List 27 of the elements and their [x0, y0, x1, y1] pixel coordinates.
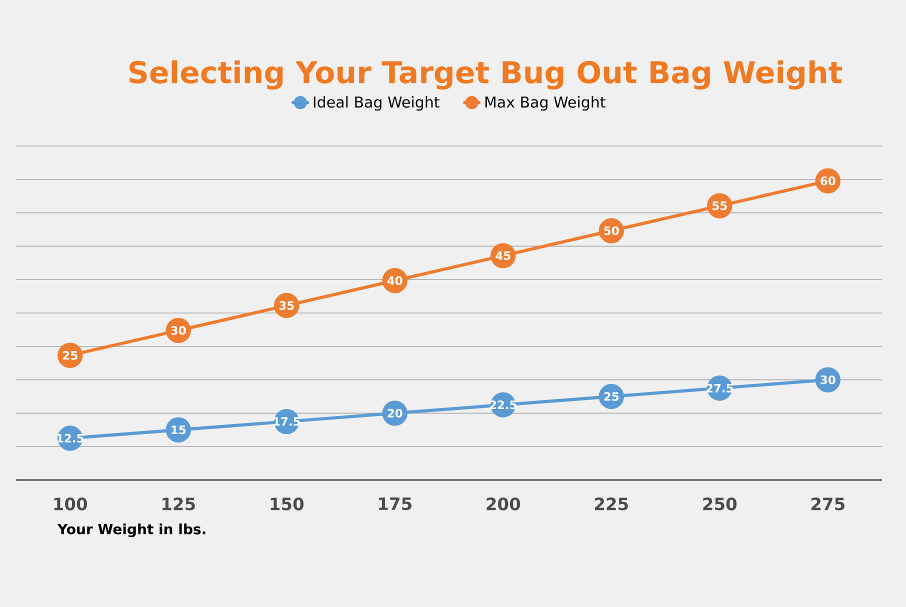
data-label: 55	[712, 202, 727, 210]
x-tick-label: 275	[811, 498, 844, 510]
data-label: 27.5	[706, 384, 734, 392]
data-label: 50	[604, 226, 619, 236]
data-label: 45	[496, 251, 510, 260]
data-label: 30	[820, 375, 836, 384]
data-label: 25	[63, 351, 78, 360]
x-tick-label: 100	[54, 498, 88, 510]
data-label: 35	[279, 301, 294, 310]
data-label: 60	[820, 176, 836, 186]
x-axis-title: Your Weight in lbs.	[57, 524, 206, 538]
data-label: 15	[172, 426, 186, 434]
x-tick-label: 125	[162, 498, 195, 510]
x-tick-label: 225	[594, 498, 628, 510]
data-label: 30	[171, 326, 186, 335]
data-label: 20	[388, 408, 402, 418]
data-label: 17.5	[274, 417, 300, 426]
data-label: 25	[604, 392, 619, 401]
legend-label: Ideal Bag Weight	[314, 96, 440, 111]
x-tick-label: 175	[379, 498, 412, 510]
x-tick-label: 200	[486, 498, 520, 510]
data-label: 22.5	[490, 400, 517, 410]
x-tick-label: 250	[703, 498, 737, 510]
x-tick-label: 150	[270, 498, 304, 510]
legend-label: Max Bag Weight	[485, 96, 606, 111]
data-label: 40	[387, 276, 402, 285]
chart-title: Selecting Your Target Bug Out Bag Weight	[129, 60, 842, 90]
